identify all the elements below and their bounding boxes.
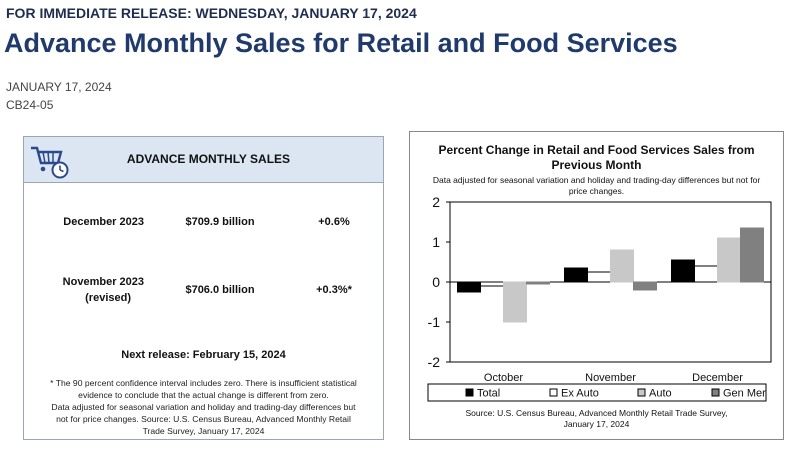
bar (717, 237, 741, 283)
bar (503, 281, 527, 323)
sales-period-revised: (revised) (85, 292, 131, 304)
chart-source-line: January 17, 2024 (563, 419, 630, 429)
legend-box (427, 383, 767, 402)
sales-amount: $709.9 billion (185, 216, 255, 228)
footnote: * The 90 percent confidence interval inc… (28, 377, 379, 437)
release-code: CB24-05 (6, 98, 54, 112)
advance-sales-card: ADVANCE MONTHLY SALES December 2023 $709… (23, 136, 384, 440)
category-label: December (692, 372, 743, 384)
y-tick-label: -2 (428, 354, 441, 370)
legend-label: Total (477, 388, 500, 400)
footnote-line: not for price changes. Source: U.S. Cens… (56, 414, 351, 424)
chart-title-line: Percent Change in Retail and Food Servic… (438, 143, 755, 157)
chart-source: Source: U.S. Census Bureau, Advanced Mon… (410, 408, 783, 430)
footnote-line: * The 90 percent confidence interval inc… (50, 378, 357, 388)
bar-chart: 2 1 0 -1 -2 October November December Total Ex Au… (427, 194, 772, 402)
footnote-line: evidence to conclude that the actual cha… (78, 390, 329, 400)
bar (480, 281, 504, 287)
category-label: November (585, 372, 636, 384)
legend-swatch (637, 388, 646, 397)
chart-subtitle-line: price changes. (568, 186, 625, 196)
chart-title: Percent Change in Retail and Food Servic… (410, 143, 783, 173)
sales-change: +0.3%* (316, 284, 352, 296)
footnote-line: Trade Survey, January 17, 2024 (142, 426, 265, 436)
sales-amount: $706.0 billion (185, 284, 255, 296)
legend-label: Auto (649, 388, 672, 400)
percent-change-chart-card: Percent Change in Retail and Food Servic… (409, 131, 784, 440)
shopping-cart-clock-icon (28, 141, 70, 179)
release-date: JANUARY 17, 2024 (6, 80, 112, 94)
page-title: Advance Monthly Sales for Retail and Foo… (4, 28, 678, 58)
footnote-line: Data adjusted for seasonal variation and… (51, 402, 356, 412)
sales-period: December 2023 (63, 216, 144, 228)
y-tick-label: 2 (432, 194, 440, 210)
next-release: Next release: February 15, 2024 (121, 349, 286, 361)
legend-label: Ex Auto (561, 388, 599, 400)
sales-change: +0.6% (318, 216, 350, 228)
bar (671, 259, 695, 283)
y-tick-label: -1 (428, 314, 441, 330)
legend-swatch (465, 388, 474, 397)
card-heading: ADVANCE MONTHLY SALES (126, 152, 291, 166)
y-tick-label: 1 (432, 234, 440, 250)
bar (694, 265, 718, 283)
release-banner: FOR IMMEDIATE RELEASE: WEDNESDAY, JANUAR… (6, 5, 417, 21)
legend-swatch (711, 388, 720, 397)
bar (740, 227, 764, 283)
chart-title-line: Previous Month (551, 158, 642, 172)
bar (457, 281, 481, 293)
category-label: October (484, 372, 523, 384)
chart-source-line: Source: U.S. Census Bureau, Advanced Mon… (465, 408, 728, 418)
legend-swatch (549, 388, 558, 397)
bar (587, 271, 611, 283)
bar (526, 281, 550, 285)
chart-subtitle-line: Data adjusted for seasonal variation and… (432, 175, 761, 185)
sales-period: November 2023 (62, 276, 144, 288)
y-tick-label: 0 (432, 274, 440, 290)
card-header: ADVANCE MONTHLY SALES (24, 137, 383, 183)
bar (564, 267, 588, 283)
bar (610, 249, 634, 283)
legend-label: Gen Mer (723, 388, 766, 400)
bar (633, 281, 657, 291)
chart-subtitle: Data adjusted for seasonal variation and… (418, 175, 775, 197)
